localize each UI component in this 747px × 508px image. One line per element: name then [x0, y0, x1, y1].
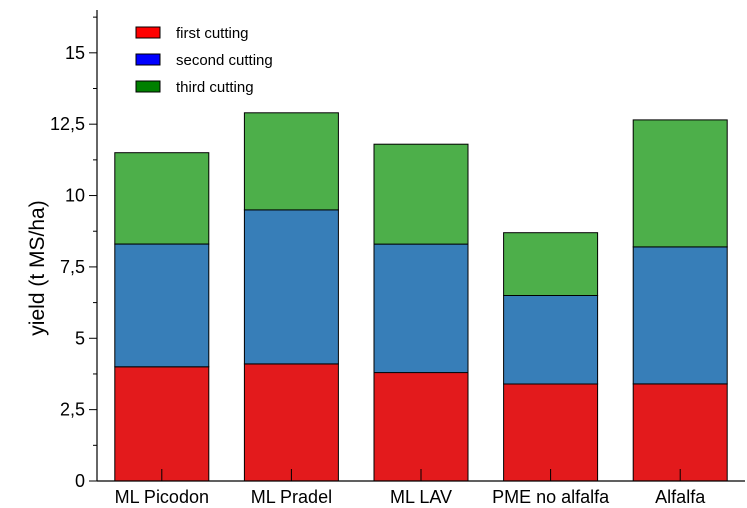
- bar-first-cutting-ml-picodon: [114, 366, 210, 482]
- legend: first cutting second cutting third cutting: [135, 25, 273, 96]
- y-tick-label-6: 15: [65, 43, 85, 63]
- bar-third-cutting-pme-no-alfalfa: [503, 232, 599, 296]
- bar-second-cutting-pme-no-alfalfa: [503, 295, 599, 385]
- legend-swatch-first-cutting: [135, 26, 161, 39]
- bar-third-cutting-ml-picodon: [114, 152, 210, 245]
- x-tick-label-ml-picodon: ML Picodon: [115, 487, 209, 507]
- bar-third-cutting-ml-pradel: [243, 112, 339, 211]
- y-tick-label-0: 0: [75, 471, 85, 491]
- bars-layer: [114, 112, 728, 482]
- y-tick-label-2: 5: [75, 328, 85, 348]
- legend-label-second-cutting: second cutting: [176, 52, 273, 69]
- x-tick-label-pme-no-alfalfa: PME no alfalfa: [492, 487, 610, 507]
- axes-layer: ML Picodon ML Pradel ML LAV PME no alfalfa A…: [50, 10, 745, 507]
- y-tick-label-3: 7,5: [60, 257, 85, 277]
- bar-third-cutting-alfalfa: [632, 119, 728, 248]
- y-tick-label-5: 12,5: [50, 114, 85, 134]
- legend-label-first-cutting: first cutting: [176, 25, 249, 42]
- bar-first-cutting-pme-no-alfalfa: [503, 383, 599, 482]
- y-tick-label-4: 10: [65, 186, 85, 206]
- bar-second-cutting-ml-pradel: [243, 209, 339, 365]
- bar-second-cutting-ml-lav: [373, 243, 469, 374]
- legend-swatch-third-cutting: [135, 80, 161, 93]
- y-tick-label-1: 2,5: [60, 400, 85, 420]
- x-tick-label-ml-pradel: ML Pradel: [251, 487, 332, 507]
- bar-second-cutting-alfalfa: [632, 246, 728, 385]
- legend-label-third-cutting: third cutting: [176, 79, 254, 96]
- bar-second-cutting-ml-picodon: [114, 243, 210, 368]
- legend-swatch-second-cutting: [135, 53, 161, 66]
- bar-third-cutting-ml-lav: [373, 143, 469, 245]
- bar-first-cutting-ml-lav: [373, 372, 469, 482]
- bar-first-cutting-alfalfa: [632, 383, 728, 482]
- x-tick-label-ml-lav: ML LAV: [390, 487, 452, 507]
- x-tick-label-alfalfa: Alfalfa: [655, 487, 706, 507]
- y-axis-title: yield (t MS/ha): [26, 200, 49, 335]
- bar-first-cutting-ml-pradel: [243, 363, 339, 482]
